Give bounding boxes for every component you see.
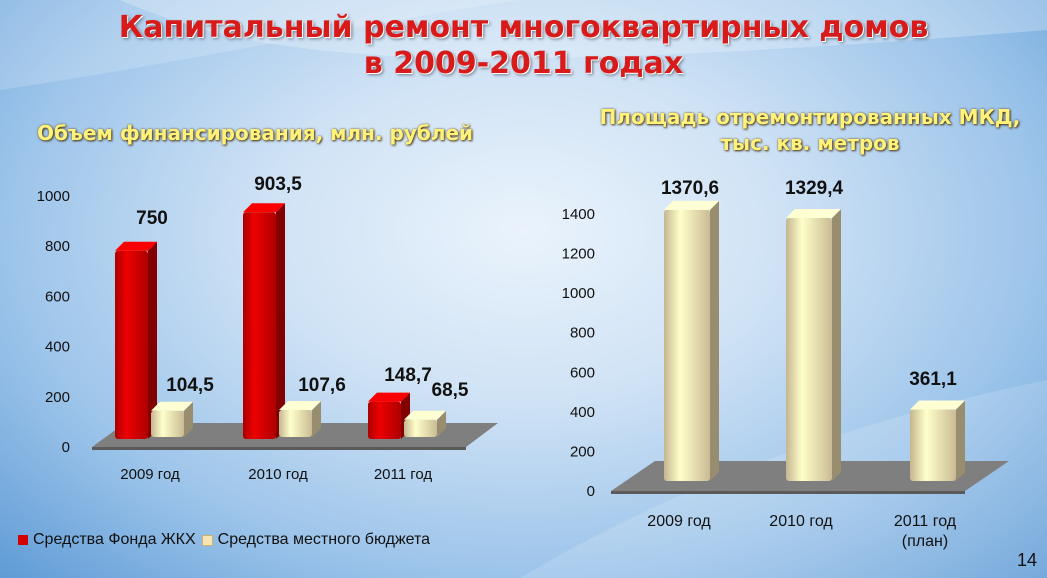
y-tick-label: 1200 xyxy=(562,246,595,263)
bar-0-0-side xyxy=(148,241,157,439)
bar-2-top xyxy=(910,400,965,410)
bar-0-top xyxy=(664,200,719,210)
bar-1-2-top xyxy=(404,410,446,420)
data-label: 104,5 xyxy=(166,375,214,396)
bar-0-side xyxy=(710,200,719,481)
bar-0-2-top xyxy=(368,392,410,402)
bar-0-1-side xyxy=(276,203,285,439)
y-tick-label: 0 xyxy=(587,483,595,500)
bar-1-1 xyxy=(279,409,312,437)
data-label: 1370,6 xyxy=(661,178,719,199)
bar-1-1-top xyxy=(279,400,321,410)
page-title-line2: в 2009-2011 годах xyxy=(363,46,684,81)
data-label: 903,5 xyxy=(254,174,302,195)
floor-edge xyxy=(611,491,965,494)
bar-1-0 xyxy=(151,410,184,437)
data-label: 148,7 xyxy=(384,365,432,386)
y-tick-label: 400 xyxy=(45,339,70,356)
y-tick-label: 800 xyxy=(570,325,595,342)
bar-0-0 xyxy=(115,250,148,439)
bar-0-2 xyxy=(368,401,401,439)
bar-1-0-side xyxy=(184,401,193,437)
page-number: 14 xyxy=(1016,550,1037,570)
data-label: 750 xyxy=(136,208,168,229)
data-label: 68,5 xyxy=(432,380,469,401)
right-chart-title: Площадь отремонтированных МКД, xyxy=(599,105,1021,129)
y-tick-label: 800 xyxy=(45,238,70,255)
bar-1 xyxy=(786,217,832,481)
y-tick-label: 1000 xyxy=(562,285,595,302)
y-tick-label: 600 xyxy=(570,364,595,381)
legend-label-fund: Средства Фонда ЖКХ xyxy=(33,531,196,548)
funding-chart: 0 200 400 600 800 1000 750 104,5 2009 год 903,5 10… xyxy=(37,174,498,483)
bar-1-top xyxy=(786,208,841,218)
data-label: 107,6 xyxy=(298,375,346,396)
bar-2-side xyxy=(956,400,965,481)
right-chart-title-line2: тыс. кв. метров xyxy=(720,131,900,155)
data-label: 361,1 xyxy=(909,369,957,390)
bar-2 xyxy=(910,409,956,481)
bar-1-side xyxy=(832,208,841,481)
legend: Средства Фонда ЖКХ Средства местного бюд… xyxy=(12,531,430,549)
bar-1-0-top xyxy=(151,401,193,411)
bar-0-1-top xyxy=(243,203,285,213)
y-tick-label: 200 xyxy=(45,389,70,406)
legend-swatch-fund xyxy=(18,535,28,545)
floor-edge xyxy=(92,447,466,450)
y-tick-label: 200 xyxy=(570,443,595,460)
y-tick-label: 1000 xyxy=(37,188,70,205)
y-tick-label: 0 xyxy=(62,439,70,456)
page-title: Капитальный ремонт многоквартирных домов xyxy=(118,10,929,45)
legend-label-local: Средства местного бюджета xyxy=(217,531,431,548)
left-chart-title: Объем финансирования, млн. рублей xyxy=(36,121,474,145)
y-tick-label: 400 xyxy=(570,404,595,421)
area-chart: 0 200 400 600 800 1000 1200 1400 1370,6 2009 год 1… xyxy=(562,178,1009,550)
bar-0 xyxy=(664,209,710,481)
bar-1-1-side xyxy=(312,400,321,437)
bar-1-2 xyxy=(404,419,437,437)
x-tick-label: 2011 год xyxy=(894,513,957,530)
x-tick-label: 2009 год xyxy=(647,513,711,530)
x-tick-label: 2010 год xyxy=(769,513,833,530)
y-tick-label: 600 xyxy=(45,288,70,305)
x-tick-label: 2009 год xyxy=(120,466,180,483)
x-tick-label: 2010 год xyxy=(248,466,308,483)
bar-0-1 xyxy=(243,212,276,439)
legend-swatch-local xyxy=(201,534,213,546)
bar-0-0-top xyxy=(115,241,157,251)
y-tick-label: 1400 xyxy=(562,206,595,223)
data-label: 1329,4 xyxy=(785,178,844,199)
bar-1-2-side xyxy=(437,410,446,437)
x-tick-note: (план) xyxy=(902,533,948,550)
x-tick-label: 2011 год xyxy=(374,466,433,483)
